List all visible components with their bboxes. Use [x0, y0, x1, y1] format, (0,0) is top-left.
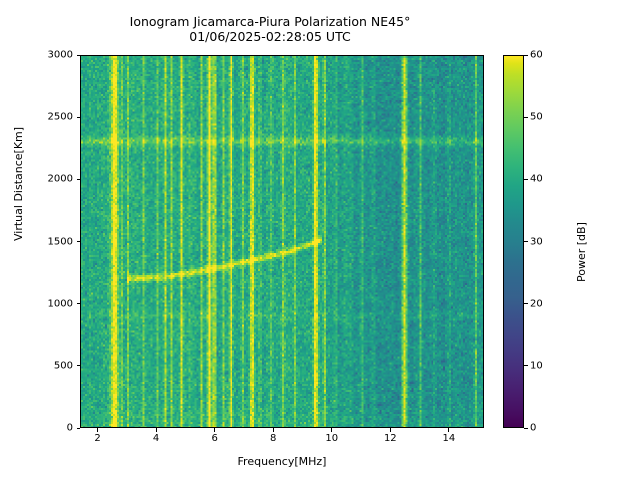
colorbar-tick-label: 0	[530, 422, 537, 434]
y-tick-label: 1000	[47, 298, 73, 310]
x-tick-label: 8	[270, 433, 277, 444]
colorbar-tick-mark	[524, 427, 528, 429]
x-tick-mark	[331, 428, 333, 432]
plot-area	[80, 55, 484, 428]
x-tick-label: 10	[325, 433, 339, 444]
y-tick-mark	[76, 427, 80, 429]
colorbar-tick-label: 40	[530, 173, 543, 185]
x-tick-label: 2	[94, 433, 101, 444]
x-axis-label: Frequency[MHz]	[237, 455, 327, 468]
y-tick-mark	[76, 178, 80, 180]
colorbar-tick-mark	[524, 178, 528, 180]
x-tick-label: 14	[442, 433, 456, 444]
colorbar-tick-mark	[524, 116, 528, 118]
x-tick-mark	[97, 428, 99, 432]
colorbar-tick-label: 20	[530, 298, 543, 310]
title-line-1: Ionogram Jicamarca-Piura Polarization NE…	[129, 14, 411, 29]
y-tick-label: 2500	[47, 111, 73, 123]
y-tick-label: 1500	[47, 236, 73, 247]
x-tick-mark	[389, 428, 391, 432]
y-tick-mark	[76, 116, 80, 118]
colorbar-tick-mark	[524, 54, 528, 56]
x-tick-mark	[272, 428, 274, 432]
y-tick-mark	[76, 365, 80, 367]
colorbar-tick-label: 60	[530, 49, 543, 61]
colorbar-tick-mark	[524, 365, 528, 367]
figure-title: Ionogram Jicamarca-Piura Polarization NE…	[0, 14, 540, 44]
y-axis-label: Virtual Distance[Km]	[12, 126, 25, 241]
x-tick-label: 6	[211, 433, 218, 444]
colorbar-tick-label: 50	[530, 111, 543, 123]
colorbar	[503, 55, 524, 428]
ionogram-heatmap	[81, 56, 483, 427]
colorbar-tick-mark	[524, 303, 528, 305]
x-tick-mark	[214, 428, 216, 432]
y-tick-mark	[76, 54, 80, 56]
colorbar-tick-mark	[524, 241, 528, 242]
y-tick-label: 3000	[47, 49, 73, 61]
x-tick-mark	[155, 428, 157, 432]
y-tick-label: 0	[66, 422, 73, 434]
title-line-2: 01/06/2025-02:28:05 UTC	[189, 29, 351, 44]
colorbar-tick-label: 30	[530, 236, 543, 247]
x-tick-label: 4	[152, 433, 160, 444]
y-tick-label: 500	[53, 360, 73, 372]
colorbar-label: Power [dB]	[575, 222, 588, 282]
x-tick-mark	[448, 428, 450, 432]
y-tick-label: 2000	[47, 173, 73, 185]
y-tick-mark	[76, 303, 80, 305]
y-tick-mark	[76, 241, 80, 242]
x-tick-label: 12	[383, 433, 397, 444]
colorbar-tick-label: 10	[530, 360, 543, 372]
